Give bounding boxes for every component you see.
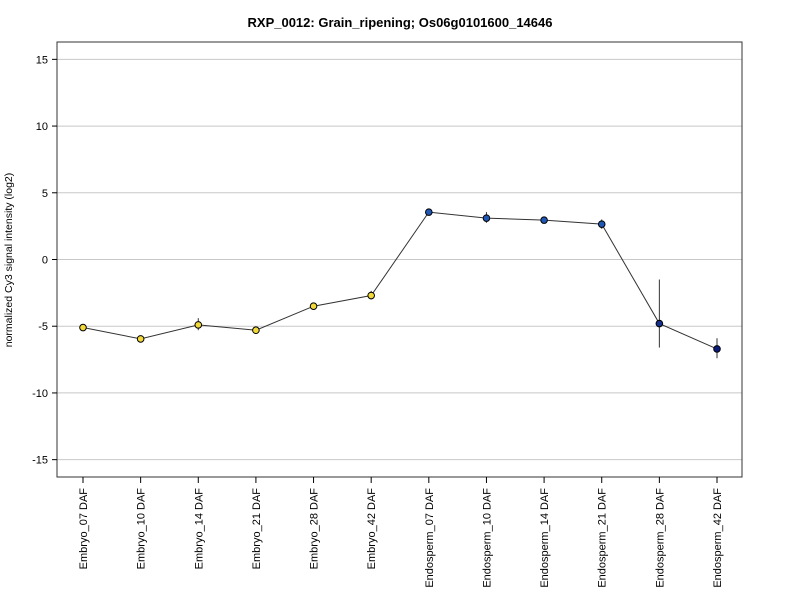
x-tick-label: Embryo_10 DAF xyxy=(136,488,148,570)
y-tick-label: 0 xyxy=(42,255,48,267)
x-tick-label: Embryo_42 DAF xyxy=(366,488,378,570)
data-point xyxy=(136,335,145,343)
data-point xyxy=(713,345,721,353)
series-line xyxy=(82,211,718,350)
y-tick-label: -10 xyxy=(32,388,48,400)
x-tick-label: Embryo_14 DAF xyxy=(193,488,205,570)
data-point xyxy=(597,220,606,228)
x-tick-label: Endosperm_28 DAF xyxy=(654,488,666,588)
y-tick-label: -15 xyxy=(32,455,48,467)
data-point xyxy=(79,323,87,332)
data-point xyxy=(367,291,375,300)
x-tick-label: Embryo_28 DAF xyxy=(309,488,321,570)
y-tick-label: -5 xyxy=(38,321,48,333)
grid-lines xyxy=(57,58,742,461)
x-tick-label: Endosperm_21 DAF xyxy=(597,488,609,588)
y-tick-label: 5 xyxy=(42,188,48,200)
chart-title: RXP_0012: Grain_ripening; Os06g0101600_1… xyxy=(248,15,553,30)
data-point xyxy=(655,319,664,328)
x-tick-label: Embryo_07 DAF xyxy=(78,488,90,570)
y-tick-label: 10 xyxy=(36,121,48,133)
x-tick-label: Endosperm_42 DAF xyxy=(712,488,724,588)
x-tick-label: Endosperm_10 DAF xyxy=(481,488,493,588)
data-point xyxy=(540,216,548,224)
y-axis-label: normalized Cy3 signal intensity (log2) xyxy=(3,173,15,348)
data-point xyxy=(252,326,260,335)
data-point xyxy=(482,214,491,222)
y-axis: -15 -10 -5 0 5 10 15 xyxy=(32,54,57,467)
series-line-layer xyxy=(82,211,718,350)
data-point xyxy=(309,302,318,311)
error-bars xyxy=(82,210,718,359)
data-points xyxy=(79,208,721,353)
y-tick-label: 15 xyxy=(36,54,48,66)
x-tick-label: Endosperm_14 DAF xyxy=(539,488,551,588)
x-tick-label: Endosperm_07 DAF xyxy=(424,488,436,588)
x-tick-label: Embryo_21 DAF xyxy=(251,488,263,570)
x-axis: Embryo_07 DAF Embryo_10 DAF Embryo_14 DAF E… xyxy=(78,477,724,588)
data-point xyxy=(425,208,433,216)
data-point xyxy=(194,321,203,329)
